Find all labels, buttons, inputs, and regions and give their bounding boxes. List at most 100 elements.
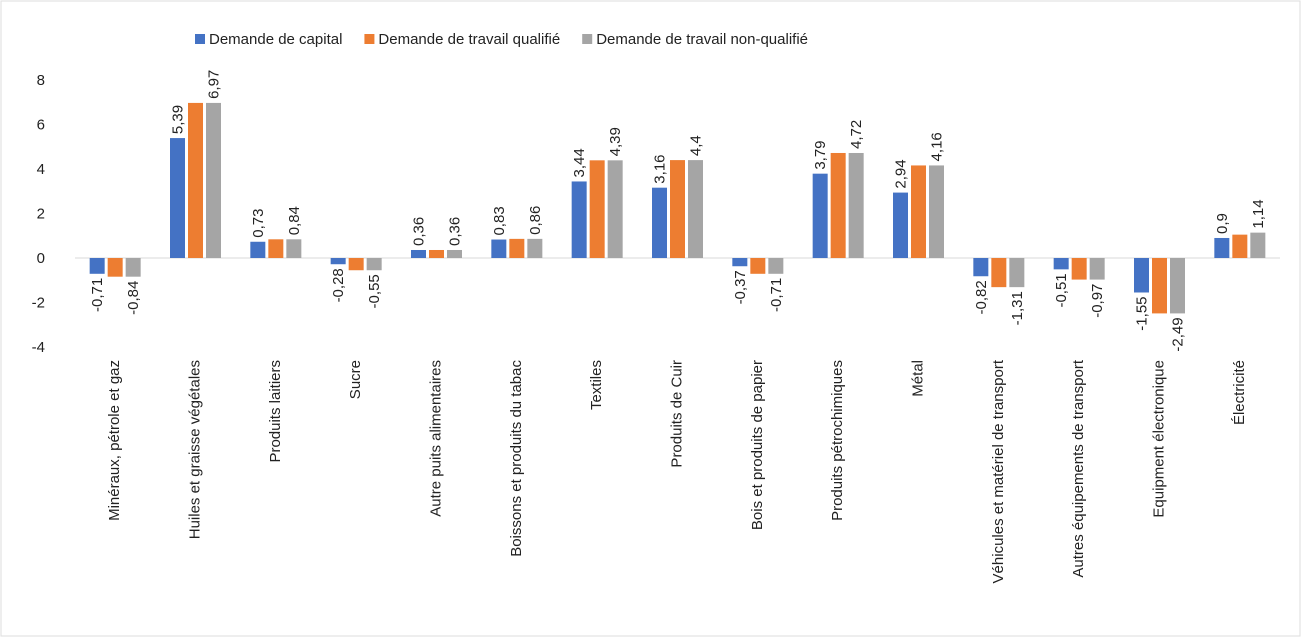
bar [125, 258, 141, 277]
x-tick-label: Métal [910, 360, 927, 397]
value-label: 0,84 [286, 206, 303, 235]
value-label: 3,16 [652, 154, 669, 183]
legend-swatch [195, 34, 205, 44]
value-label: -0,28 [330, 268, 347, 302]
bar [1009, 258, 1025, 288]
bar [206, 102, 221, 258]
bar [929, 165, 944, 258]
y-tick-label: -4 [32, 339, 45, 356]
bar [527, 238, 543, 258]
bar [1170, 258, 1185, 314]
value-label: -0,51 [1053, 273, 1070, 307]
x-tick-label: Produits de Cuir [669, 360, 686, 468]
value-label: -0,82 [973, 280, 990, 314]
value-label: 0,73 [250, 209, 267, 238]
value-label: 0,9 [1214, 213, 1231, 234]
bar [509, 238, 525, 258]
value-label: -1,55 [1134, 296, 1151, 330]
value-label: 5,39 [170, 105, 187, 134]
bar [1250, 232, 1266, 258]
value-label: 4,39 [607, 127, 624, 156]
bar [750, 258, 766, 274]
legend-swatch [582, 34, 593, 44]
value-label: -0,84 [125, 281, 142, 315]
value-label: 3,79 [812, 140, 829, 169]
value-label: -0,97 [1089, 284, 1106, 318]
value-label: 0,86 [527, 206, 544, 235]
bar [170, 138, 185, 258]
bar [1214, 237, 1230, 258]
value-label: -0,71 [768, 278, 785, 312]
value-label: -1,31 [1009, 291, 1026, 325]
bar [411, 249, 426, 258]
x-tick-label: Autre puits alimentaires [428, 360, 445, 517]
value-label: 0,83 [491, 206, 508, 235]
value-label: 4,4 [688, 135, 705, 156]
y-tick-label: 8 [37, 72, 45, 89]
bar [991, 258, 1007, 288]
x-tick-label: Bois et produits de papier [749, 360, 766, 530]
bar [250, 241, 266, 258]
x-tick-label: Textiles [588, 360, 605, 410]
bar [973, 258, 989, 277]
x-tick-label: Électricité [1231, 360, 1248, 425]
value-label: 1,14 [1250, 199, 1267, 228]
value-label: 6,97 [206, 70, 223, 99]
bar [670, 160, 685, 258]
bar [589, 160, 605, 258]
x-tick-label: Produits laitiers [267, 360, 284, 463]
value-label: 4,72 [848, 120, 865, 149]
bar [1089, 258, 1105, 280]
bar [911, 165, 926, 258]
y-tick-label: 4 [37, 161, 45, 178]
bar [830, 152, 846, 258]
bar [1152, 258, 1167, 314]
value-label: 0,36 [411, 217, 428, 246]
x-tick-label: Equipment électronique [1151, 360, 1168, 518]
bar [1232, 234, 1248, 258]
x-tick-label: Minéraux, pétrole et gaz [106, 360, 123, 521]
legend-swatch [364, 34, 375, 44]
x-tick-label: Autres équipements de transport [1070, 359, 1087, 577]
bar [89, 258, 105, 274]
legend-label: Demande de capital [209, 31, 342, 48]
value-label: 3,44 [571, 148, 588, 177]
bar [571, 181, 587, 258]
bar [268, 239, 284, 258]
y-tick-label: 0 [37, 250, 45, 267]
value-label: -0,71 [89, 278, 106, 312]
value-label: -2,49 [1170, 317, 1187, 351]
bar [768, 258, 784, 274]
bar [188, 102, 203, 258]
bar [107, 258, 123, 277]
value-label: 4,16 [929, 132, 946, 161]
bar [732, 258, 748, 267]
bar [348, 258, 364, 271]
y-tick-label: 2 [37, 206, 45, 223]
value-label: 2,94 [893, 159, 910, 188]
bar [652, 187, 667, 258]
x-tick-label: Produits pétrochimiques [829, 360, 846, 521]
x-tick-label: Sucre [347, 360, 364, 399]
value-label: -0,55 [366, 274, 383, 308]
bar [893, 192, 908, 258]
legend-label: Demande de travail qualifié [378, 31, 560, 48]
bar [366, 258, 382, 271]
bar [330, 258, 346, 265]
value-label: 0,36 [447, 217, 464, 246]
bar [429, 249, 444, 258]
bar [447, 249, 462, 258]
x-tick-label: Boissons et produits du tabac [508, 360, 525, 557]
bar [491, 239, 507, 258]
value-label: -0,37 [732, 270, 749, 304]
bar [1071, 258, 1087, 280]
bar [1053, 258, 1069, 270]
x-tick-label: Huiles et graisse végétales [187, 360, 204, 539]
bar [812, 173, 828, 258]
y-tick-label: 6 [37, 117, 45, 134]
bar [688, 160, 703, 258]
y-tick-label: -2 [32, 295, 45, 312]
bar [1134, 258, 1149, 293]
x-tick-label: Véhicules et matériel de transport [990, 359, 1007, 583]
